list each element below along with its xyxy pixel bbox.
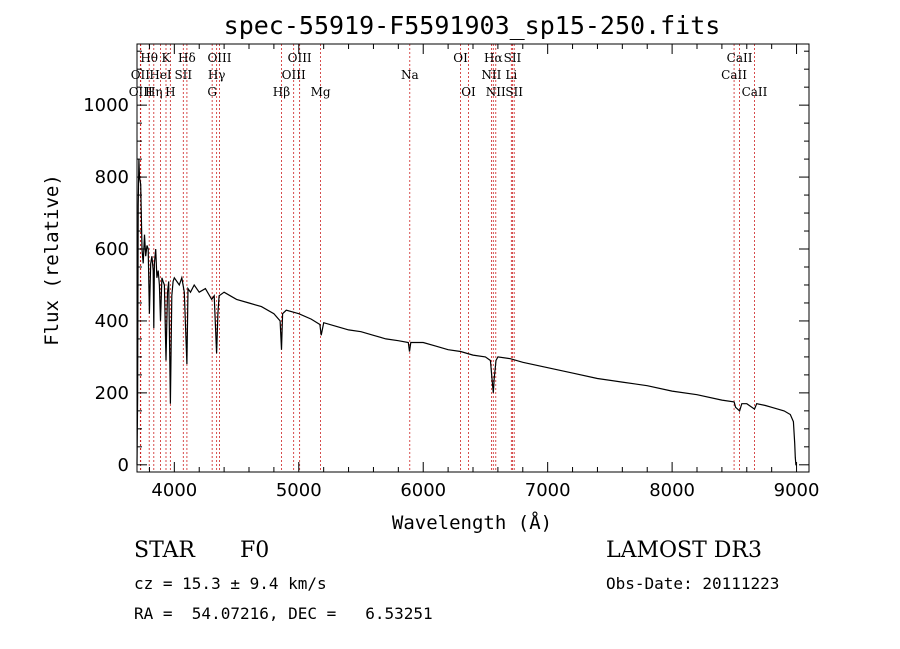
spectral-line-label: OIII <box>129 85 153 99</box>
axis-ticks <box>137 44 809 472</box>
spectral-line-label: H <box>165 85 175 99</box>
spectral-line-label: CaII <box>742 85 768 99</box>
spectral-line-label: OI <box>453 51 468 65</box>
x-tick-label: 5000 <box>276 480 322 501</box>
spectral-line-label: CaII <box>727 51 753 65</box>
spectral-line-label: Hθ <box>140 51 158 65</box>
spectral-line-label: CaII <box>721 68 747 82</box>
spectral-line-label: Hβ <box>273 85 290 99</box>
y-axis-label: Flux (relative) <box>41 174 63 346</box>
spectral-line-label: OIII <box>288 51 312 65</box>
y-tick-label: 600 <box>95 239 129 260</box>
spectral-line-label: SII <box>174 68 192 82</box>
x-tick-label: 9000 <box>774 480 820 501</box>
obs-date: Obs-Date: 20111223 <box>606 574 780 593</box>
x-tick-label: 6000 <box>400 480 446 501</box>
y-tick-label: 200 <box>95 383 129 404</box>
spectral-line-label: NII <box>481 68 501 82</box>
spectral-line-label: Hα <box>484 51 503 65</box>
spectral-line-label: SII <box>505 85 523 99</box>
spectral-line-label: SII <box>504 51 522 65</box>
axis-tick-labels: 4000 5000 6000 7000 8000 9000 0 200 400 600 800 100… <box>83 95 819 501</box>
spectral-line-label: Na <box>401 68 419 82</box>
spectral-line-label: Hγ <box>208 68 226 82</box>
spectral-line-label: OIII <box>282 68 306 82</box>
coordinates: RA = 54.07216, DEC = 6.53251 <box>134 604 433 623</box>
spectral-line-label: Li <box>505 68 517 82</box>
spectral-line-label: OII <box>131 68 151 82</box>
spectral-line-label: G <box>207 85 217 99</box>
y-tick-label: 1000 <box>83 95 129 116</box>
spectral-line-label: Hδ <box>178 51 196 65</box>
x-tick-label: 8000 <box>649 480 695 501</box>
x-tick-label: 7000 <box>525 480 571 501</box>
survey-name: LAMOST DR3 <box>606 538 762 563</box>
spectral-line-label: OI <box>461 85 476 99</box>
spectral-line-label: OIII <box>207 51 231 65</box>
spectral-line-label: HeI <box>149 68 172 82</box>
spectral-line-label: Hη <box>145 85 163 99</box>
redshift-text: cz = 15.3 ± 9.4 km/s <box>134 574 327 593</box>
spectral-line-label: Mg <box>311 85 331 99</box>
plot-frame <box>136 43 810 473</box>
chart-title: spec-55919-F5591903_sp15-250.fits <box>224 11 721 40</box>
y-tick-label: 400 <box>95 311 129 332</box>
y-tick-label: 800 <box>95 167 129 188</box>
x-axis-label: Wavelength (Å) <box>392 511 552 534</box>
spectral-line-label: NII <box>486 85 506 99</box>
object-type: STAR <box>134 538 195 563</box>
spectral-line-label: K <box>162 51 172 65</box>
y-tick-label: 0 <box>118 455 129 476</box>
spectrum-series <box>136 159 797 466</box>
object-subclass: F0 <box>240 538 270 563</box>
spectral-line-markers <box>139 44 755 472</box>
x-tick-label: 4000 <box>151 480 197 501</box>
